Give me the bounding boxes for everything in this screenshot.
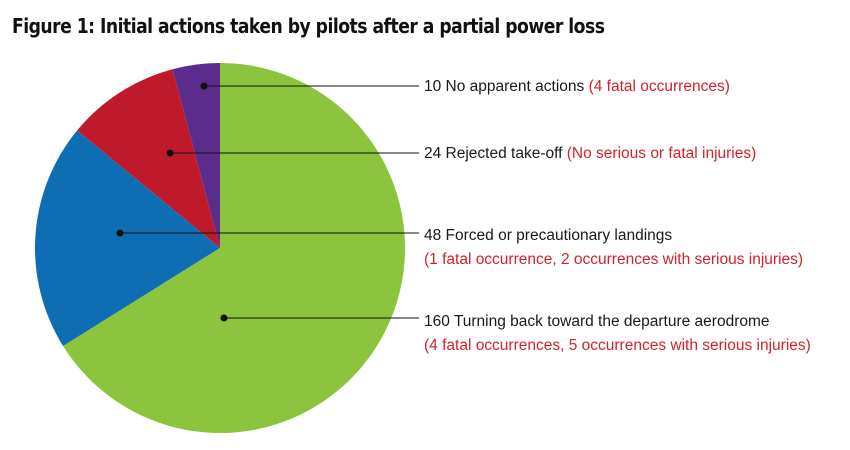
pie-slice xyxy=(34,130,221,346)
slice-note: (4 fatal occurrences, 5 occurrences with… xyxy=(424,337,811,354)
slice-value-label: 48 Forced or precautionary landings xyxy=(424,227,672,244)
chart-title: Figure 1: Initial actions taken by pilot… xyxy=(12,14,605,38)
slice-value-label: 10 No apparent actions xyxy=(424,78,585,95)
slice-label: 160 Turning back toward the departure ae… xyxy=(424,313,770,330)
leader-dot xyxy=(166,149,174,157)
leader-dot xyxy=(200,82,208,90)
pie-slice xyxy=(172,63,220,248)
leader-dot xyxy=(116,229,124,237)
slice-label: 24 Rejected take-off (No serious or fata… xyxy=(424,145,756,162)
pie-slices xyxy=(34,63,405,433)
slice-value-label: 160 Turning back toward the departure ae… xyxy=(424,313,770,330)
pie-slice xyxy=(63,63,405,433)
slice-label: 10 No apparent actions (4 fatal occurren… xyxy=(424,78,730,95)
slice-value-label: 24 Rejected take-off xyxy=(424,145,563,162)
slice-label: 48 Forced or precautionary landings xyxy=(424,227,672,244)
slice-note: (No serious or fatal injuries) xyxy=(562,145,756,162)
leader-lines xyxy=(116,82,419,322)
leader-dot xyxy=(220,314,228,322)
slice-labels: 10 No apparent actions (4 fatal occurren… xyxy=(424,78,811,354)
slice-note: (4 fatal occurrences) xyxy=(584,78,730,95)
slice-note: (1 fatal occurrence, 2 occurrences with … xyxy=(424,251,803,268)
pie-slice xyxy=(77,69,220,248)
